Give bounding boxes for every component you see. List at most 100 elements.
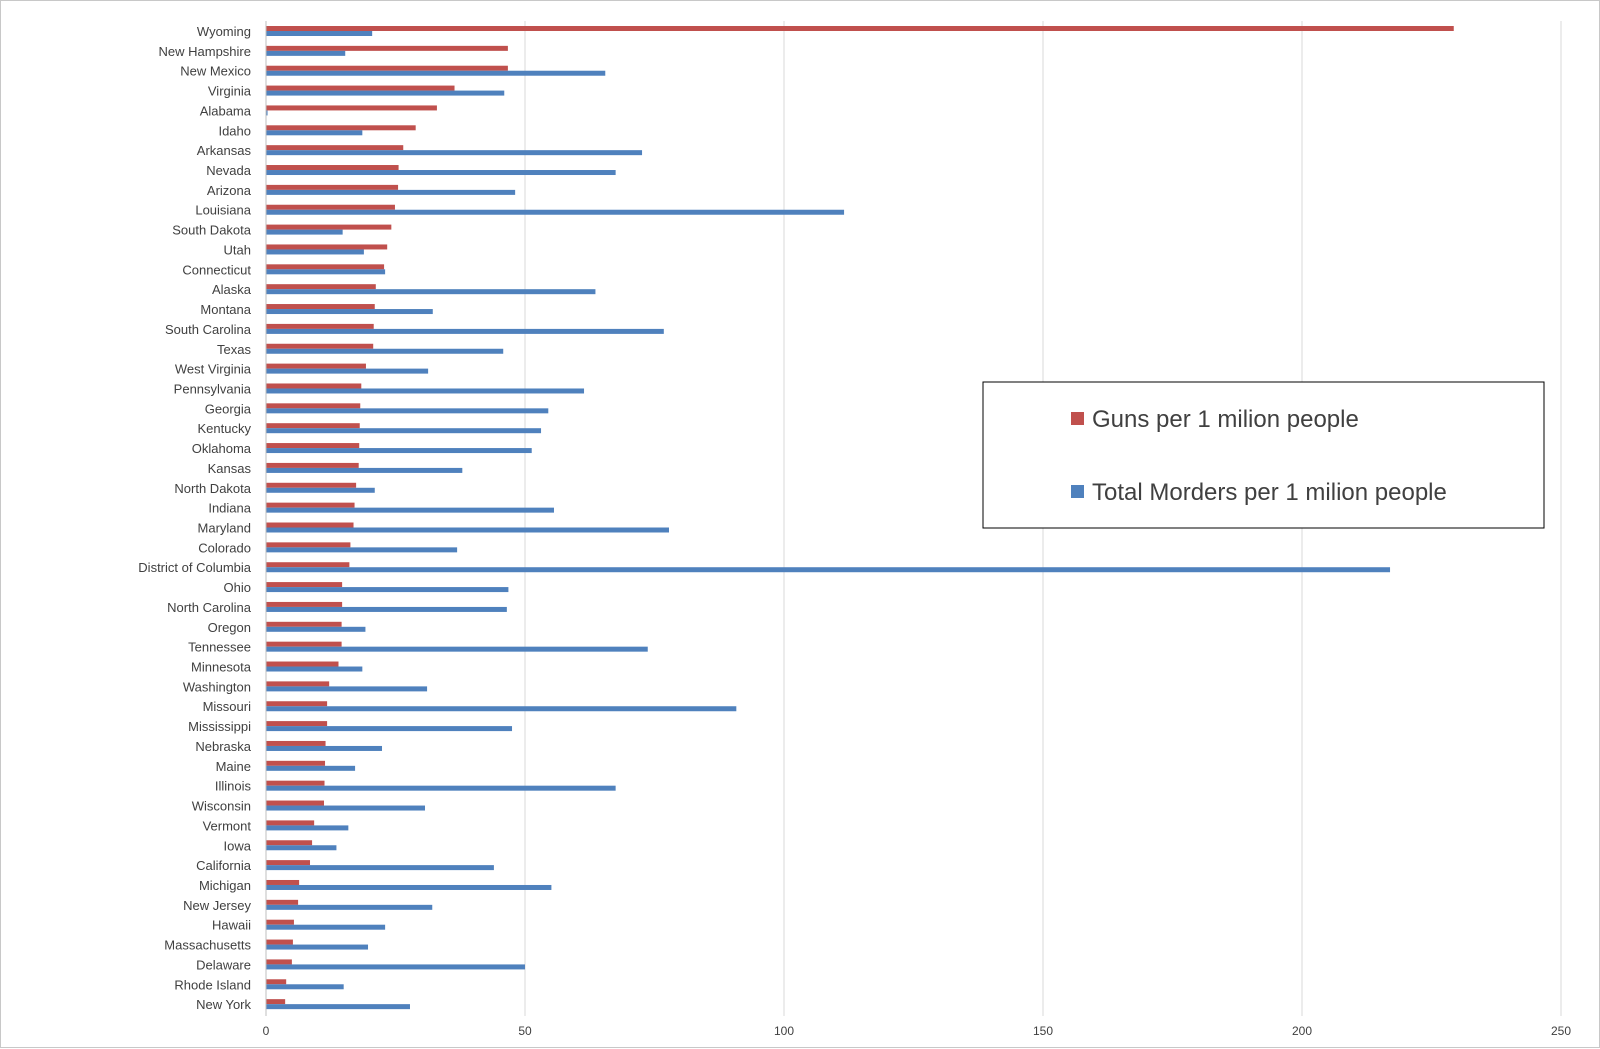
bar-morders [266, 944, 369, 950]
bar-morders [266, 289, 596, 295]
bar-guns [266, 204, 395, 210]
category-label: Delaware [196, 957, 251, 972]
category-label: Louisiana [195, 203, 251, 218]
bar-guns [266, 383, 362, 389]
x-tick-label: 200 [1292, 1024, 1312, 1038]
bar-guns [266, 562, 350, 568]
category-label: Wyoming [197, 24, 251, 39]
bar-morders [266, 467, 463, 473]
category-label: Washington [183, 679, 251, 694]
bar-layer [266, 26, 1454, 1010]
category-label: Georgia [205, 401, 252, 416]
bar-guns [266, 641, 342, 647]
bar-morders [266, 150, 643, 156]
bar-morders [266, 904, 433, 910]
legend-box [982, 381, 1545, 529]
bar-guns [266, 582, 343, 588]
bar-morders [266, 765, 356, 771]
category-label: Iowa [224, 838, 252, 853]
bar-guns [266, 681, 330, 687]
bar-morders [266, 706, 737, 712]
bar-morders [266, 785, 616, 791]
category-label: Minnesota [191, 660, 252, 675]
category-label: Montana [200, 302, 251, 317]
category-label: Illinois [215, 779, 252, 794]
bar-morders [266, 884, 552, 890]
bar-guns [266, 85, 455, 91]
category-label: Pennsylvania [174, 381, 252, 396]
bar-morders [266, 348, 504, 354]
x-tick-label: 50 [518, 1024, 532, 1038]
category-label: Hawaii [212, 918, 251, 933]
category-label: Nevada [206, 163, 252, 178]
bar-morders [266, 70, 606, 76]
bar-morders [266, 31, 373, 36]
bar-guns [266, 105, 437, 111]
bar-morders [266, 189, 516, 195]
bar-guns [266, 760, 326, 766]
category-label: Tennessee [188, 640, 251, 655]
bar-morders [266, 587, 509, 593]
bar-guns [266, 661, 339, 667]
category-label: Wisconsin [192, 799, 251, 814]
x-tick-labels: 0 50 100 150 200 250 [263, 1024, 1572, 1038]
category-label: Massachusetts [164, 938, 251, 953]
category-label: Arizona [207, 183, 252, 198]
category-labels: Wyoming New Hampshire New Mexico Virginia Al… [138, 24, 251, 1012]
bar-morders [266, 825, 349, 831]
bar-morders [266, 845, 337, 851]
bar-morders [266, 388, 585, 394]
category-label: Nebraska [195, 739, 251, 754]
category-label: Alaska [212, 282, 252, 297]
category-label: West Virginia [175, 362, 252, 377]
bar-morders [266, 865, 494, 871]
bar-guns [266, 601, 343, 607]
bar-morders [266, 527, 669, 533]
category-label: Arkansas [197, 143, 252, 158]
bar-guns [266, 522, 354, 528]
bar-guns [266, 939, 293, 945]
category-label: Utah [224, 242, 251, 257]
bar-guns [266, 840, 313, 846]
category-label: Michigan [199, 878, 251, 893]
category-label: Colorado [198, 540, 251, 555]
category-label: District of Columbia [138, 560, 251, 575]
bar-morders [266, 130, 363, 136]
bar-guns [266, 423, 360, 429]
bar-guns [266, 443, 360, 449]
x-tick-label: 100 [774, 1024, 794, 1038]
legend-label-guns: Guns per 1 milion people [1092, 406, 1359, 433]
category-label: Missouri [203, 699, 252, 714]
x-tick-label: 250 [1551, 1024, 1571, 1038]
bar-guns [266, 740, 326, 746]
category-label: Idaho [218, 123, 251, 138]
category-label: Indiana [208, 501, 251, 516]
category-label: New Hampshire [159, 44, 251, 59]
bar-morders [266, 646, 648, 652]
bar-guns [266, 542, 351, 548]
category-label: Rhode Island [174, 977, 251, 992]
bar-morders [266, 408, 549, 414]
legend-swatch-morders [1071, 485, 1084, 498]
bar-morders [266, 170, 616, 176]
category-label: Texas [217, 342, 251, 357]
bar-morders [266, 567, 1391, 573]
category-label: South Carolina [165, 322, 252, 337]
bar-morders [266, 229, 343, 235]
bar-morders [266, 964, 525, 970]
bar-morders [266, 110, 268, 116]
bar-morders [266, 726, 513, 732]
bar-guns [266, 45, 508, 51]
bar-morders [266, 924, 386, 930]
category-label: Kansas [208, 461, 252, 476]
bar-morders [266, 428, 542, 434]
x-tick-label: 0 [263, 1024, 270, 1038]
category-label: Virginia [208, 84, 252, 99]
category-label: Kentucky [198, 421, 252, 436]
bar-morders [266, 626, 366, 632]
category-label: Connecticut [182, 262, 251, 277]
bar-morders [266, 984, 344, 990]
bar-guns [266, 65, 508, 71]
bar-guns [266, 899, 299, 905]
